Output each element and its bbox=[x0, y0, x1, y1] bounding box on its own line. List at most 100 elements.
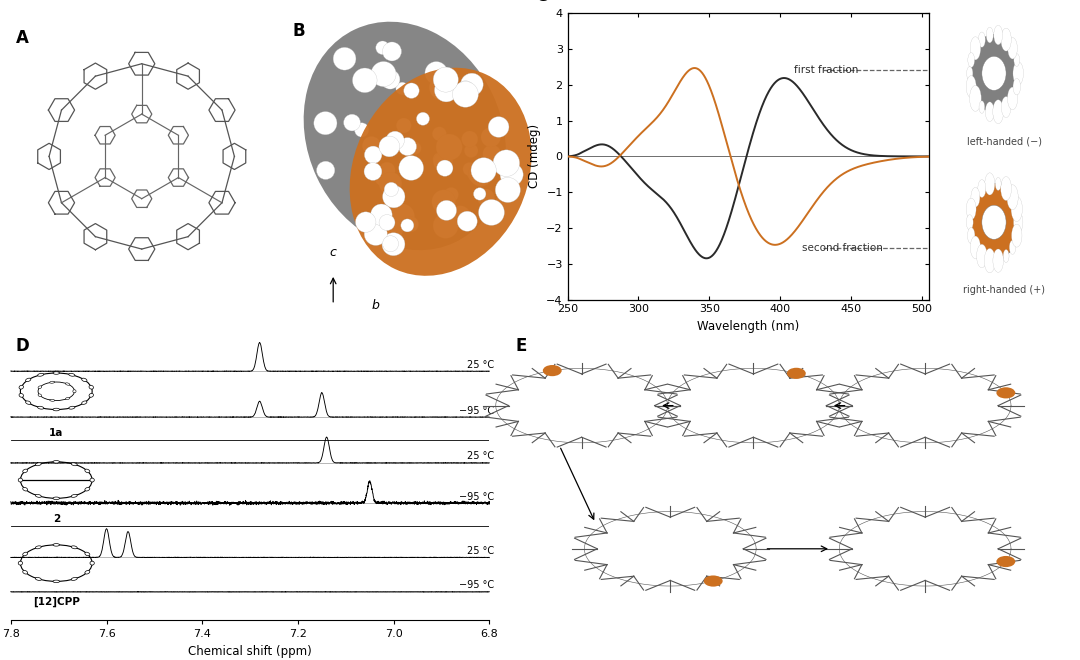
Circle shape bbox=[433, 152, 453, 172]
Circle shape bbox=[352, 68, 377, 92]
X-axis label: Chemical shift (ppm): Chemical shift (ppm) bbox=[188, 645, 312, 658]
Circle shape bbox=[382, 236, 399, 251]
Ellipse shape bbox=[69, 374, 75, 376]
Circle shape bbox=[370, 204, 392, 226]
Circle shape bbox=[460, 73, 483, 96]
Circle shape bbox=[399, 156, 423, 180]
Ellipse shape bbox=[18, 561, 23, 565]
Circle shape bbox=[1010, 240, 1016, 254]
Text: C: C bbox=[535, 0, 548, 5]
Circle shape bbox=[362, 137, 381, 155]
Circle shape bbox=[370, 61, 396, 86]
Ellipse shape bbox=[36, 578, 41, 580]
Circle shape bbox=[978, 101, 985, 114]
Circle shape bbox=[970, 236, 981, 259]
Circle shape bbox=[986, 27, 994, 43]
Circle shape bbox=[433, 152, 446, 166]
Ellipse shape bbox=[23, 570, 28, 574]
Ellipse shape bbox=[36, 463, 41, 466]
Text: [12]CPP: [12]CPP bbox=[32, 597, 80, 607]
Circle shape bbox=[408, 142, 421, 154]
Circle shape bbox=[449, 206, 471, 226]
Ellipse shape bbox=[970, 34, 1018, 112]
Ellipse shape bbox=[19, 393, 24, 397]
Circle shape bbox=[968, 53, 974, 67]
Circle shape bbox=[1003, 249, 1009, 263]
Circle shape bbox=[364, 222, 388, 246]
Circle shape bbox=[386, 131, 404, 150]
Circle shape bbox=[396, 118, 411, 133]
Circle shape bbox=[1012, 224, 1022, 247]
Ellipse shape bbox=[38, 386, 42, 389]
Circle shape bbox=[379, 136, 400, 157]
Circle shape bbox=[375, 168, 393, 186]
Circle shape bbox=[436, 201, 457, 220]
Text: 1a: 1a bbox=[49, 428, 64, 438]
Circle shape bbox=[469, 161, 494, 186]
Circle shape bbox=[436, 160, 453, 176]
Circle shape bbox=[967, 67, 973, 81]
Circle shape bbox=[380, 70, 400, 89]
Ellipse shape bbox=[19, 385, 24, 389]
Circle shape bbox=[433, 213, 458, 238]
Circle shape bbox=[343, 114, 361, 131]
Circle shape bbox=[473, 187, 486, 200]
Ellipse shape bbox=[71, 578, 77, 580]
Text: A: A bbox=[16, 28, 29, 47]
Ellipse shape bbox=[36, 546, 41, 548]
Circle shape bbox=[382, 42, 402, 61]
Ellipse shape bbox=[53, 461, 59, 463]
Circle shape bbox=[1011, 197, 1023, 222]
Text: −95 °C: −95 °C bbox=[459, 580, 495, 590]
Circle shape bbox=[379, 214, 395, 230]
Circle shape bbox=[382, 233, 405, 255]
Circle shape bbox=[387, 221, 403, 238]
Circle shape bbox=[483, 145, 501, 163]
Circle shape bbox=[434, 79, 458, 102]
Ellipse shape bbox=[543, 365, 562, 376]
Text: right-handed (+): right-handed (+) bbox=[963, 285, 1045, 295]
Circle shape bbox=[355, 212, 376, 232]
Circle shape bbox=[433, 67, 458, 92]
Circle shape bbox=[1007, 185, 1018, 210]
Circle shape bbox=[364, 146, 382, 164]
Ellipse shape bbox=[85, 487, 90, 491]
Ellipse shape bbox=[350, 68, 531, 276]
Circle shape bbox=[978, 32, 985, 48]
Ellipse shape bbox=[82, 378, 87, 381]
Circle shape bbox=[985, 102, 995, 121]
Ellipse shape bbox=[53, 372, 59, 374]
Circle shape bbox=[984, 248, 996, 273]
Circle shape bbox=[500, 163, 523, 186]
Ellipse shape bbox=[71, 463, 77, 466]
Ellipse shape bbox=[89, 385, 94, 389]
Circle shape bbox=[364, 162, 382, 180]
Circle shape bbox=[477, 189, 495, 207]
Ellipse shape bbox=[66, 383, 70, 385]
Text: left-handed (−): left-handed (−) bbox=[967, 137, 1042, 147]
Circle shape bbox=[389, 204, 415, 229]
Ellipse shape bbox=[85, 469, 90, 473]
Text: D: D bbox=[15, 337, 29, 355]
Ellipse shape bbox=[53, 580, 59, 583]
Ellipse shape bbox=[90, 561, 94, 565]
Ellipse shape bbox=[23, 552, 28, 556]
Ellipse shape bbox=[66, 397, 70, 400]
Ellipse shape bbox=[50, 381, 55, 383]
Text: E: E bbox=[515, 337, 527, 355]
Text: B: B bbox=[293, 22, 305, 40]
Circle shape bbox=[496, 178, 521, 203]
Ellipse shape bbox=[85, 552, 90, 556]
Text: first fraction: first fraction bbox=[795, 65, 859, 75]
Text: $c$: $c$ bbox=[328, 246, 338, 259]
Text: −95 °C: −95 °C bbox=[459, 492, 495, 502]
Text: −95 °C: −95 °C bbox=[459, 406, 495, 416]
Ellipse shape bbox=[38, 407, 44, 409]
Circle shape bbox=[432, 127, 446, 141]
Circle shape bbox=[993, 100, 1003, 123]
Ellipse shape bbox=[38, 374, 44, 376]
Ellipse shape bbox=[71, 494, 77, 498]
Circle shape bbox=[380, 211, 395, 226]
Ellipse shape bbox=[53, 497, 59, 500]
Circle shape bbox=[971, 187, 980, 207]
